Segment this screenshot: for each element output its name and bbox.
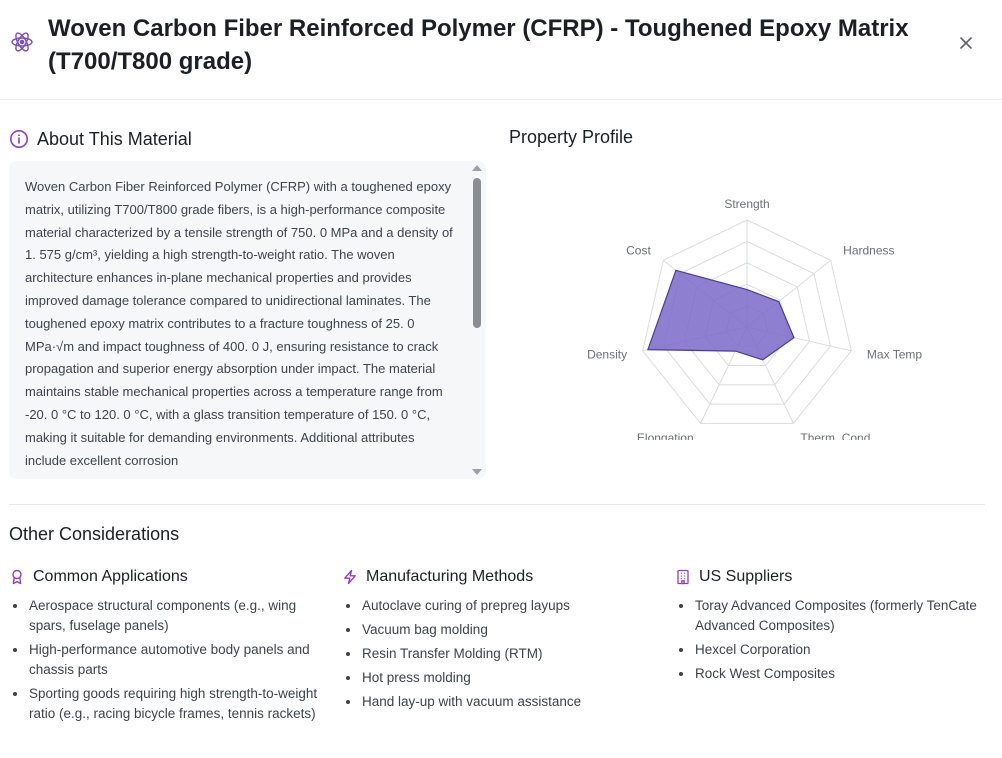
list-item: Resin Transfer Molding (RTM) (342, 644, 662, 664)
list-item: Aerospace structural components (e.g., w… (9, 596, 329, 636)
list-item: Autoclave curing of prepreg layups (342, 596, 662, 616)
about-description: Woven Carbon Fiber Reinforced Polymer (C… (25, 179, 453, 468)
about-text-panel[interactable]: Woven Carbon Fiber Reinforced Polymer (C… (9, 161, 486, 479)
scrollbar-thumb[interactable] (473, 178, 481, 328)
scroll-up-arrow-icon[interactable] (472, 165, 482, 171)
manufacturing-column: Manufacturing Methods Autoclave curing o… (342, 566, 662, 716)
radar-data-area (647, 269, 795, 361)
section-divider (9, 504, 985, 505)
list-item: High-performance automotive body panels … (9, 640, 329, 680)
radar-axis-label: Max Temp (867, 347, 922, 361)
about-heading-row: About This Material (9, 127, 192, 151)
scroll-down-arrow-icon[interactable] (472, 469, 482, 475)
property-radar-chart: Strength Hardness Max Temp Therm. Cond. Elon… (587, 197, 922, 440)
atom-icon (11, 32, 33, 52)
building-icon (677, 569, 689, 585)
property-profile-title: Property Profile (509, 127, 634, 147)
suppliers-column: US Suppliers Toray Advanced Composites (… (675, 566, 995, 688)
radar-axis-label: Strength (724, 197, 769, 211)
manufacturing-list: Autoclave curing of prepreg layups Vacuu… (342, 596, 662, 712)
list-item: Hexcel Corporation (675, 640, 995, 660)
suppliers-list: Toray Advanced Composites (formerly TenC… (675, 596, 995, 684)
list-item: Rock West Composites (675, 664, 995, 684)
radar-grid-ring (642, 219, 852, 424)
radar-axis-label: Cost (626, 243, 651, 257)
dialog-title: Woven Carbon Fiber Reinforced Polymer (C… (48, 15, 909, 75)
award-icon (12, 569, 22, 585)
radar-axis-label: Density (587, 347, 627, 361)
radar-axis-label: Hardness (843, 243, 894, 257)
manufacturing-heading: Manufacturing Methods (366, 568, 534, 585)
suppliers-heading: US Suppliers (699, 568, 793, 585)
applications-heading: Common Applications (33, 568, 188, 585)
lightning-icon (344, 569, 356, 585)
info-icon (10, 130, 28, 148)
applications-column: Common Applications Aerospace structural… (9, 566, 329, 728)
list-item: Toray Advanced Composites (formerly TenC… (675, 596, 995, 636)
radar-axis-label: Therm. Cond. (800, 431, 873, 440)
other-considerations-title: Other Considerations (9, 524, 180, 544)
list-item: Sporting goods requiring high strength-t… (9, 684, 329, 724)
list-item: Hot press molding (342, 668, 662, 688)
dialog-header: Woven Carbon Fiber Reinforced Polymer (C… (0, 0, 1002, 100)
close-icon[interactable] (954, 31, 978, 55)
applications-list: Aerospace structural components (e.g., w… (9, 596, 329, 724)
list-item: Hand lay-up with vacuum assistance (342, 692, 662, 712)
list-item: Vacuum bag molding (342, 620, 662, 640)
radar-axis-label: Elongation (637, 431, 694, 440)
about-heading: About This Material (37, 128, 192, 149)
